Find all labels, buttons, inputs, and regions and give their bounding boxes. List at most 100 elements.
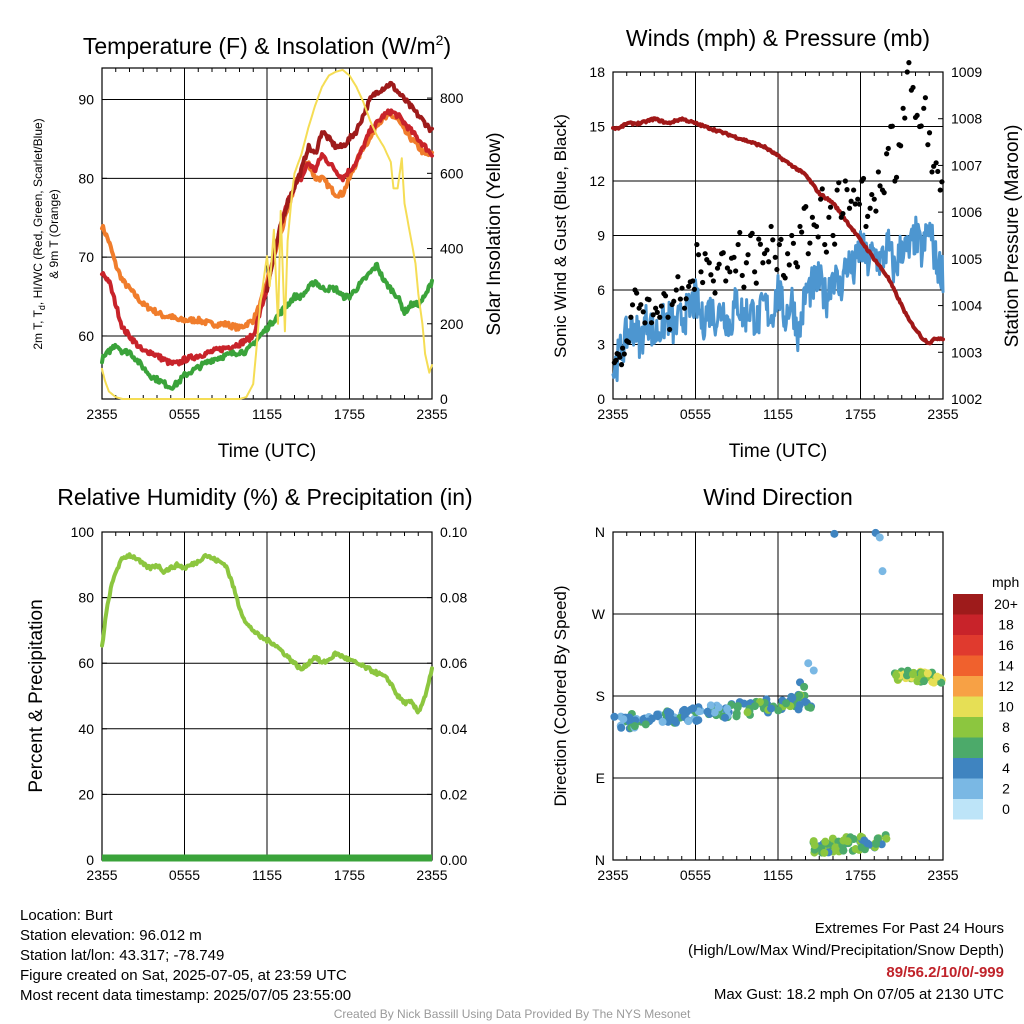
gust-point: [774, 266, 780, 273]
gust-point: [889, 123, 896, 129]
gust-point: [813, 223, 820, 230]
y2-tick-label: 1009: [951, 64, 982, 80]
gust-point: [782, 275, 788, 281]
gust-point: [723, 278, 729, 284]
direction-point: [692, 716, 701, 725]
direction-point: [882, 834, 891, 843]
gust-point: [893, 174, 900, 180]
gust-point: [852, 201, 858, 207]
direction-point: [706, 701, 715, 710]
y-tick-label: 0: [597, 391, 605, 407]
gust-point: [797, 223, 803, 230]
y-tick-label: W: [592, 606, 606, 622]
x-tick-label: 0555: [680, 867, 711, 883]
gust-point: [935, 168, 941, 175]
gust-point: [778, 236, 784, 243]
y2-tick-label: 1005: [951, 251, 982, 267]
legend-label: 8: [1002, 719, 1010, 735]
gust-point: [939, 179, 945, 185]
direction-point: [806, 703, 815, 712]
direction-point: [810, 841, 819, 850]
temperature-panel: 2355 0555 1155 1755 2355 60 70 80 90 0 200 400 600 80…: [31, 32, 505, 462]
direction-point: [839, 836, 848, 845]
x-tick-label: 1755: [845, 867, 876, 883]
gust-point: [691, 286, 698, 292]
y-tick-label: 90: [78, 92, 94, 108]
y2-axis-label: Station Pressure (Maroon): [1002, 125, 1023, 348]
direction-point: [908, 670, 917, 679]
legend-swatch: [953, 778, 983, 799]
direction-point: [872, 839, 881, 848]
gust-point: [720, 250, 726, 256]
gust-point: [840, 210, 846, 217]
y-tick-label: 3: [597, 337, 605, 353]
gust-point: [873, 208, 879, 214]
gust-point: [929, 169, 935, 175]
x-tick-label: 1155: [763, 406, 793, 422]
gust-point: [679, 285, 685, 291]
gust-point: [809, 214, 815, 220]
gust-point: [925, 142, 931, 148]
gust-point: [625, 339, 632, 345]
gust-point: [844, 187, 850, 193]
gust-point: [794, 264, 801, 270]
chart-title: Wind Direction: [703, 484, 853, 510]
direction-point: [631, 716, 640, 725]
direction-point: [788, 693, 797, 702]
y-axis-label: 2m T, Td, HI/WC (Red, Green, Scarlet/Blu…: [31, 118, 47, 349]
direction-point: [732, 712, 741, 721]
gust-point: [756, 236, 762, 242]
gust-point: [657, 314, 663, 320]
y2-tick-label: 400: [440, 241, 464, 257]
x-tick-label: 0555: [169, 406, 200, 422]
gust-point: [848, 198, 854, 204]
x-axis-label: Time (UTC): [218, 441, 317, 462]
direction-point: [801, 697, 810, 706]
gust-point: [743, 260, 749, 266]
gust-point: [731, 254, 737, 260]
direction-point: [878, 567, 887, 576]
direction-point: [918, 669, 927, 678]
gust-point: [785, 251, 791, 257]
y-axis-label: Sonic Wind & Gust (Blue, Black): [551, 114, 570, 358]
gust-point: [855, 196, 861, 202]
direction-point: [933, 672, 942, 681]
gust-point: [933, 160, 939, 166]
gust-point: [881, 190, 887, 196]
direction-point: [800, 682, 809, 691]
y-tick-label: N: [595, 852, 605, 868]
gust-point: [830, 232, 836, 239]
direction-point: [658, 717, 667, 726]
gust-point: [822, 241, 828, 248]
y-tick-label: 12: [589, 173, 605, 189]
gust-point: [776, 241, 782, 248]
station-elevation: Station elevation: 96.012 m: [20, 927, 202, 944]
gust-point: [654, 309, 660, 315]
gust-point: [613, 357, 619, 363]
y-tick-label: S: [596, 688, 605, 704]
gust-point: [749, 230, 755, 236]
y2-tick-label: 1004: [951, 298, 982, 314]
extremes-info: Extremes For Past 24 Hours (High/Low/Max…: [688, 918, 1004, 1006]
gust-point: [667, 326, 673, 333]
gust-point: [662, 293, 669, 299]
legend-swatch: [953, 594, 983, 615]
y-tick-label: 100: [71, 524, 95, 540]
gust-point: [898, 143, 904, 149]
gust-point: [648, 320, 655, 326]
legend-label: 18: [998, 617, 1014, 633]
direction-point: [830, 529, 839, 538]
gust-point: [733, 268, 739, 274]
figure-created: Figure created on Sat, 2025-07-05, at 23…: [20, 967, 347, 984]
gust-point: [741, 284, 747, 290]
direction-point: [809, 666, 818, 675]
gust-point: [818, 196, 824, 202]
chart-title: Temperature (F) & Insolation (W/m2): [83, 32, 451, 59]
gust-point: [914, 112, 920, 119]
x-tick-label: 2355: [927, 867, 958, 883]
gust-point: [745, 252, 751, 258]
legend-label: 14: [998, 658, 1014, 674]
x-tick-label: 2355: [416, 867, 447, 883]
gust-point: [918, 123, 924, 129]
gust-point: [884, 151, 890, 157]
